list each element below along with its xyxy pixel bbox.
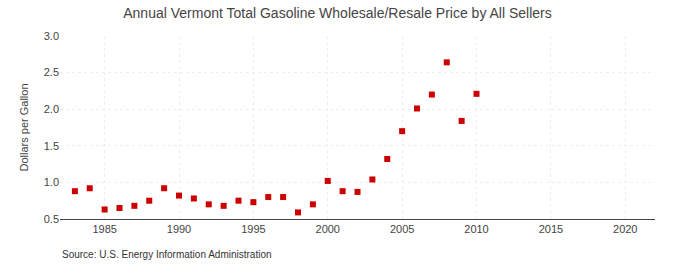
svg-text:2015: 2015 — [539, 223, 563, 235]
svg-text:1.5: 1.5 — [44, 140, 59, 152]
svg-text:Dollars per Gallon: Dollars per Gallon — [18, 83, 30, 171]
svg-text:3.0: 3.0 — [44, 30, 59, 42]
svg-text:2.5: 2.5 — [44, 66, 59, 78]
svg-text:2005: 2005 — [390, 223, 414, 235]
svg-text:2.0: 2.0 — [44, 103, 59, 115]
svg-text:1985: 1985 — [92, 223, 116, 235]
svg-text:Annual Vermont Total Gasoline: Annual Vermont Total Gasoline Wholesale/… — [123, 5, 552, 21]
svg-text:1990: 1990 — [167, 223, 191, 235]
svg-text:Source: U.S. Energy Informatio: Source: U.S. Energy Information Administ… — [62, 249, 272, 260]
svg-text:1995: 1995 — [241, 223, 265, 235]
svg-text:1.0: 1.0 — [44, 176, 59, 188]
svg-text:2020: 2020 — [613, 223, 637, 235]
svg-text:2010: 2010 — [464, 223, 488, 235]
svg-text:0.5: 0.5 — [44, 213, 59, 225]
svg-text:2000: 2000 — [316, 223, 340, 235]
